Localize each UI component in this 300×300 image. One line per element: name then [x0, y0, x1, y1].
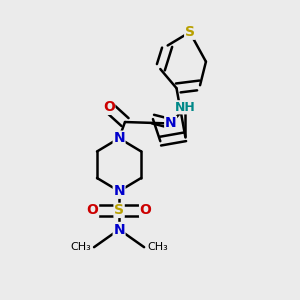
Text: N: N — [113, 131, 125, 145]
Text: O: O — [87, 203, 98, 218]
Text: CH₃: CH₃ — [147, 242, 168, 252]
Text: N: N — [113, 223, 125, 236]
Text: O: O — [140, 203, 152, 218]
Text: S: S — [185, 25, 195, 39]
Text: CH₃: CH₃ — [70, 242, 91, 252]
Text: N: N — [165, 116, 176, 130]
Text: S: S — [114, 203, 124, 218]
Text: N: N — [113, 184, 125, 198]
Text: O: O — [103, 100, 115, 114]
Text: NH: NH — [175, 101, 196, 114]
